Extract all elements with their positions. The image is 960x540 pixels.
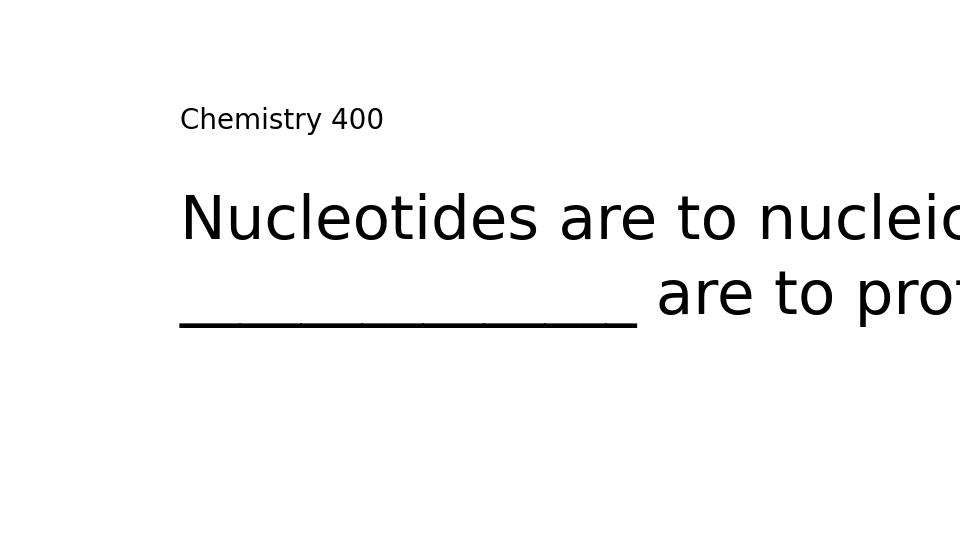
Text: Nucleotides are to nucleic acids as: Nucleotides are to nucleic acids as: [180, 193, 960, 252]
Text: _______________ are to proteins.: _______________ are to proteins.: [180, 268, 960, 328]
Text: Chemistry 400: Chemistry 400: [180, 107, 384, 135]
